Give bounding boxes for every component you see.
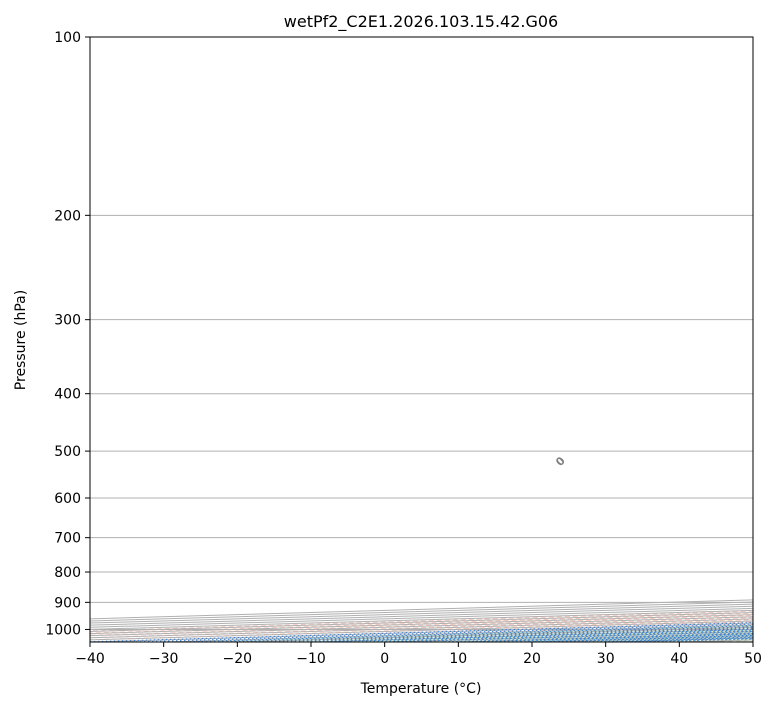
x-tick-label: −20 [223,651,253,667]
y-tick-label: 700 [54,531,81,547]
y-axis-label: Pressure (hPa) [13,290,29,390]
x-tick-label: 20 [523,651,541,667]
y-tick-label: 400 [54,387,81,403]
x-tick-label: −10 [296,651,326,667]
y-tick-label: 900 [54,595,81,611]
y-tick-label: 1000 [45,622,81,638]
y-tick-label: 800 [54,565,81,581]
y-tick-label: 200 [54,208,81,224]
y-tick-label: 600 [54,491,81,507]
axes: −40 −30 −20 −10 0 10 20 30 40 50 100 200 300 400 500 60… [45,30,762,667]
x-tick-label: 0 [380,651,389,667]
y-tick-label: 300 [54,313,81,329]
background-lines [90,37,753,642]
x-tick-label: 40 [670,651,688,667]
x-tick-label: 10 [449,651,467,667]
x-tick-label: −40 [75,651,105,667]
y-tick-label: 500 [54,444,81,460]
plot-frame [89,36,754,643]
y-tick-label: 100 [54,30,81,46]
x-tick-label: 30 [597,651,615,667]
x-tick-label: −30 [149,651,179,667]
x-axis-label: Temperature (°C) [360,681,482,697]
x-tick-label: 50 [744,651,762,667]
chart-title: wetPf2_C2E1.2026.103.15.42.G06 [284,12,558,32]
